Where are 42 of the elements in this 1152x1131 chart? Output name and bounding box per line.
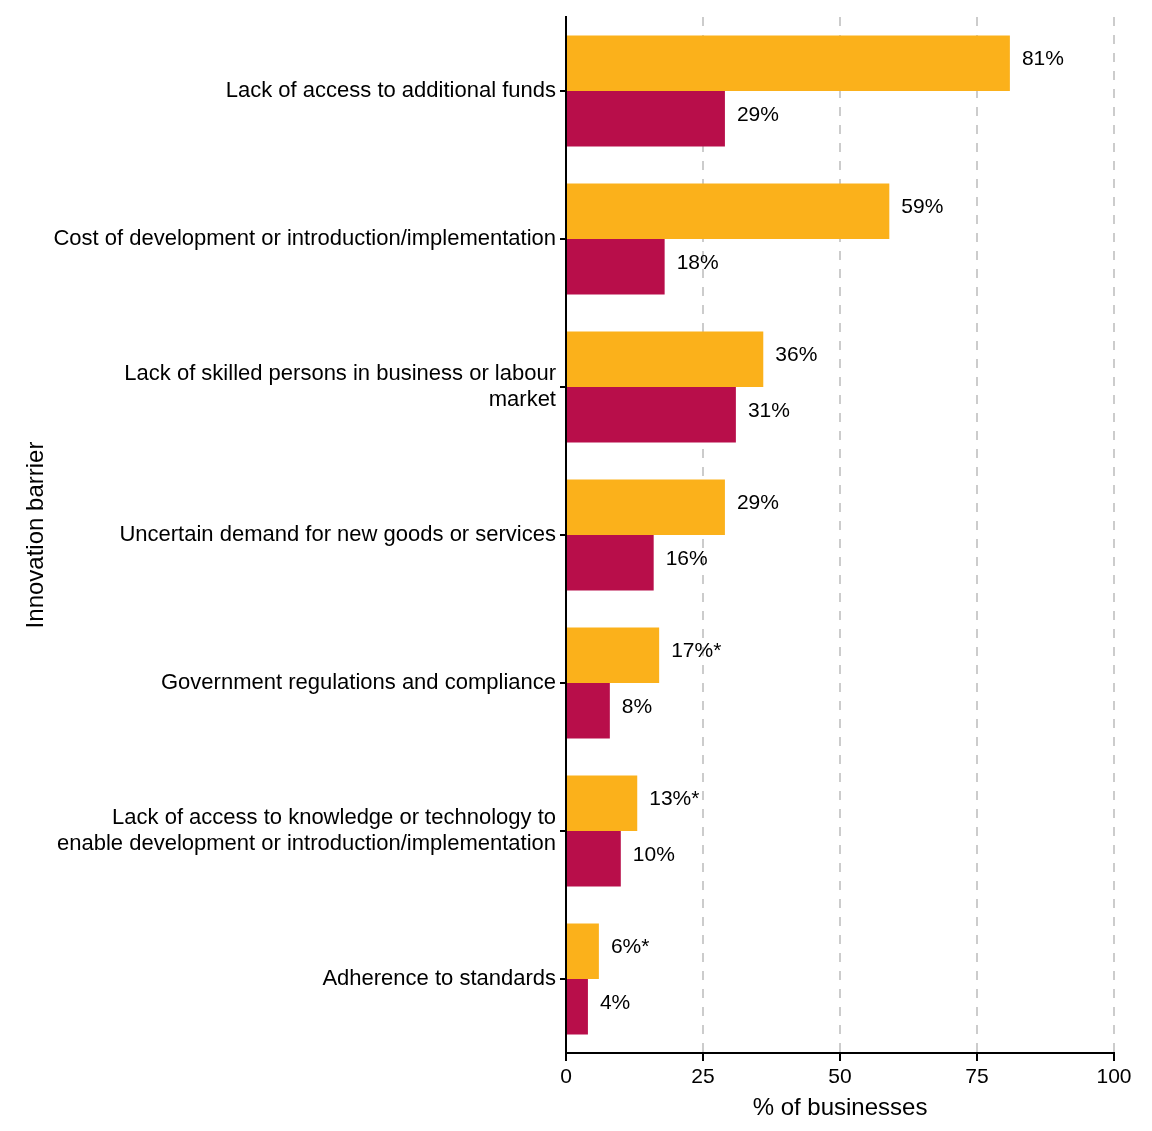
x-tick-label: 25 <box>691 1064 715 1088</box>
y-tick-label: Lack of access to additional funds <box>225 77 556 103</box>
data-label: 6%* <box>610 934 650 958</box>
bar <box>567 831 621 887</box>
bar <box>567 331 764 387</box>
bar <box>567 90 725 147</box>
bar <box>567 479 725 535</box>
x-tick-label: 50 <box>828 1064 852 1088</box>
x-tick-label: 0 <box>560 1064 572 1088</box>
x-tick-label: 75 <box>965 1064 989 1088</box>
data-label: 16% <box>665 545 708 569</box>
data-label: 18% <box>676 249 719 273</box>
bar <box>567 534 654 591</box>
y-tick-label: Adherence to standards <box>322 965 556 991</box>
data-label: 10% <box>632 841 675 865</box>
y-axis-title: Innovation barrier <box>21 441 49 629</box>
y-tick-label: Government regulations and compliance <box>160 669 556 695</box>
data-label: 4% <box>599 989 631 1013</box>
bar <box>567 979 588 1035</box>
data-label: 13%* <box>649 786 700 810</box>
data-label: 17%* <box>671 638 722 662</box>
data-label: 31% <box>747 397 790 421</box>
x-tick-label: 100 <box>1096 1064 1132 1088</box>
bar <box>567 775 638 831</box>
x-axis-title: % of businesses <box>752 1093 928 1121</box>
bar <box>567 386 736 443</box>
bar <box>567 238 665 295</box>
y-tick-label: Lack of access to knowledge or technology to enable development or introduction/implementation <box>57 804 556 856</box>
data-label: 29% <box>736 490 779 514</box>
data-label: 81% <box>1021 46 1064 70</box>
y-tick-label: Cost of development or introduction/implementation <box>53 225 556 251</box>
bar <box>567 35 1010 91</box>
y-tick-label: Uncertain demand for new goods or services <box>119 521 556 547</box>
bar <box>567 627 660 683</box>
data-label: 59% <box>901 194 944 218</box>
data-label: 29% <box>736 101 779 125</box>
bar <box>567 923 599 979</box>
data-label: 8% <box>621 693 653 717</box>
bar <box>567 183 890 239</box>
data-label: 36% <box>775 342 818 366</box>
bar <box>567 682 610 739</box>
y-tick-label: Lack of skilled persons in business or labour market <box>124 360 556 412</box>
